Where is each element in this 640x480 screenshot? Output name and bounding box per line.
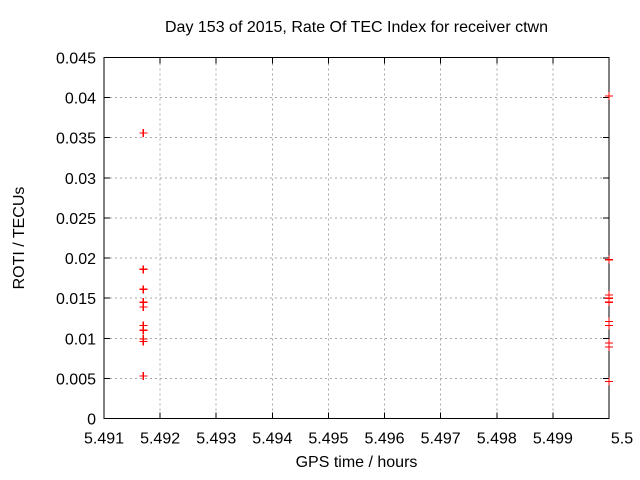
x-tick-label: 5.5 — [611, 431, 633, 448]
x-tick-label: 5.494 — [252, 431, 292, 448]
x-tick-label: 5.497 — [421, 431, 461, 448]
y-tick-label: 0.035 — [56, 131, 96, 148]
y-tick-label: 0 — [87, 412, 96, 429]
data-point — [139, 285, 148, 294]
x-tick-label: 5.492 — [140, 431, 180, 448]
y-tick-label: 0.045 — [56, 51, 96, 68]
data-point — [605, 298, 613, 307]
plot-border — [103, 57, 610, 419]
x-tick-label: 5.496 — [365, 431, 405, 448]
data-point — [139, 265, 148, 274]
x-tick-label: 5.499 — [533, 431, 573, 448]
data-point — [139, 128, 148, 137]
x-axis-title: GPS time / hours — [295, 454, 418, 471]
y-tick-label: 0.02 — [65, 251, 96, 268]
y-tick-label: 0.005 — [56, 371, 96, 388]
x-tick-label: 5.498 — [477, 431, 517, 448]
data-point — [605, 377, 613, 386]
y-tick-label: 0.04 — [65, 91, 96, 108]
data-point — [605, 343, 613, 352]
x-tick-label: 5.491 — [84, 431, 124, 448]
data-point — [139, 371, 148, 380]
data-point — [605, 255, 613, 264]
y-tick-label: 0.025 — [56, 211, 96, 228]
y-tick-label: 0.01 — [65, 331, 96, 348]
chart-title: Day 153 of 2015, Rate Of TEC Index for r… — [165, 19, 548, 36]
x-tick-label: 5.495 — [308, 431, 348, 448]
y-tick-label: 0.03 — [65, 171, 96, 188]
x-tick-label: 5.493 — [196, 431, 236, 448]
data-point — [605, 92, 613, 101]
y-axis-title: ROTI / TECUs — [11, 186, 28, 290]
data-point — [139, 337, 148, 346]
y-tick-label: 0.015 — [56, 291, 96, 308]
data-point — [139, 302, 148, 311]
data-point — [605, 321, 613, 330]
data-point — [139, 326, 148, 335]
